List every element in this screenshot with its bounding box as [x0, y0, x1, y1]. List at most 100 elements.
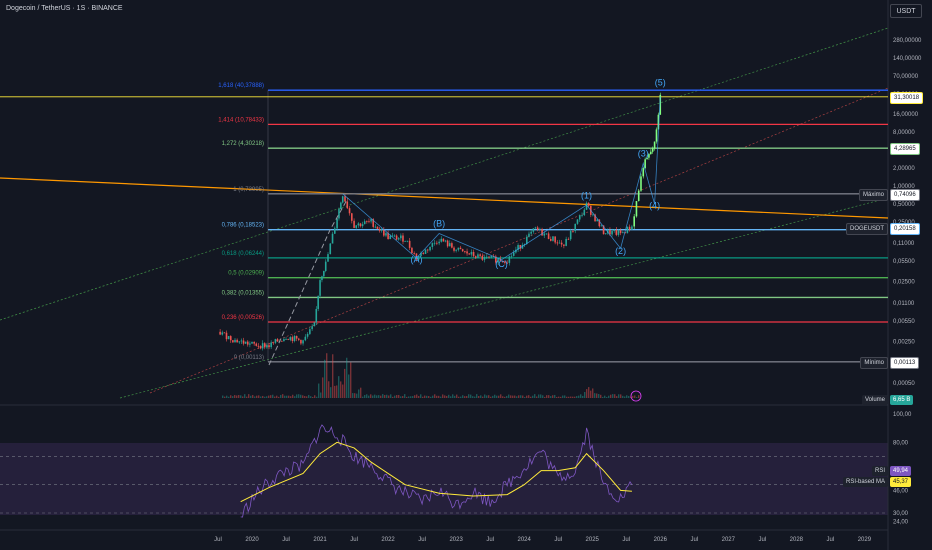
- candle-body[interactable]: [455, 249, 457, 251]
- candle-body[interactable]: [387, 233, 389, 240]
- candle-body[interactable]: [404, 240, 406, 242]
- candle-body[interactable]: [547, 233, 550, 239]
- rsi-line[interactable]: [240, 424, 633, 518]
- candle-body[interactable]: [655, 129, 658, 142]
- candle-body[interactable]: [253, 342, 255, 344]
- candle-body[interactable]: [300, 339, 302, 344]
- candle-body[interactable]: [431, 243, 434, 247]
- candle-body[interactable]: [293, 335, 296, 342]
- candle-body[interactable]: [426, 249, 429, 251]
- candle-body[interactable]: [366, 221, 368, 223]
- candle-body[interactable]: [653, 141, 656, 149]
- candle-body[interactable]: [572, 231, 574, 232]
- candle-body[interactable]: [642, 168, 645, 177]
- candle-body[interactable]: [420, 253, 422, 257]
- candle-body[interactable]: [466, 251, 468, 254]
- candle-body[interactable]: [504, 261, 506, 263]
- candle-body[interactable]: [397, 238, 400, 240]
- candle-body[interactable]: [442, 238, 445, 242]
- candle-body[interactable]: [246, 341, 249, 345]
- candle-body[interactable]: [650, 151, 652, 155]
- candle-body[interactable]: [321, 276, 323, 281]
- candle-body[interactable]: [338, 209, 340, 219]
- candle-body[interactable]: [628, 226, 631, 230]
- candle-body[interactable]: [234, 339, 236, 343]
- candle-body[interactable]: [327, 254, 329, 262]
- candle-body[interactable]: [481, 255, 484, 260]
- candle-body[interactable]: [543, 233, 546, 236]
- candle-body[interactable]: [351, 213, 353, 221]
- candle-body[interactable]: [644, 159, 646, 169]
- candle-body[interactable]: [517, 245, 519, 250]
- candle-body[interactable]: [236, 339, 238, 343]
- candle-body[interactable]: [232, 340, 234, 343]
- candle-body[interactable]: [311, 326, 313, 330]
- candle-body[interactable]: [306, 333, 309, 337]
- candle-body[interactable]: [219, 331, 221, 335]
- candle-body[interactable]: [615, 229, 618, 235]
- candle-body[interactable]: [438, 241, 440, 244]
- candle-body[interactable]: [372, 219, 375, 227]
- candle-body[interactable]: [413, 252, 415, 254]
- candle-body[interactable]: [357, 223, 360, 226]
- candle-body[interactable]: [424, 249, 427, 254]
- candle-body[interactable]: [633, 216, 635, 227]
- candle-body[interactable]: [378, 228, 381, 231]
- rsi-ma-line[interactable]: [240, 441, 632, 503]
- candle-body[interactable]: [470, 252, 473, 255]
- candle-body[interactable]: [545, 233, 548, 235]
- candle-body[interactable]: [631, 226, 633, 230]
- currency-button[interactable]: USDT: [890, 4, 922, 18]
- candle-body[interactable]: [451, 243, 453, 248]
- candle-body[interactable]: [268, 345, 270, 348]
- candle-body[interactable]: [446, 240, 449, 247]
- candle-body[interactable]: [319, 280, 321, 296]
- candle-body[interactable]: [497, 258, 499, 263]
- candle-body[interactable]: [255, 343, 258, 346]
- candle-body[interactable]: [348, 208, 351, 214]
- candle-body[interactable]: [457, 247, 460, 250]
- candle-body[interactable]: [344, 196, 346, 202]
- candle-body[interactable]: [240, 340, 243, 342]
- candle-body[interactable]: [415, 253, 418, 260]
- candle-body[interactable]: [581, 215, 583, 216]
- candle-body[interactable]: [651, 148, 654, 152]
- candle-body[interactable]: [539, 229, 541, 230]
- candle-body[interactable]: [346, 201, 349, 209]
- candle-body[interactable]: [329, 243, 332, 255]
- candle-body[interactable]: [501, 261, 504, 263]
- candle-body[interactable]: [315, 308, 318, 323]
- candle-body[interactable]: [534, 227, 537, 229]
- candle-body[interactable]: [395, 235, 398, 240]
- elliott-waves[interactable]: (A) (B) (C) (1) (2) (3) (4) (5): [268, 78, 666, 366]
- candle-body[interactable]: [295, 335, 298, 339]
- candle-body[interactable]: [436, 242, 438, 244]
- candle-body[interactable]: [270, 342, 272, 348]
- candle-body[interactable]: [261, 343, 264, 349]
- candle-body[interactable]: [578, 215, 581, 220]
- candle-body[interactable]: [549, 238, 552, 241]
- candle-body[interactable]: [622, 232, 624, 234]
- candle-body[interactable]: [583, 209, 586, 216]
- time-axis[interactable]: Jul 2020 Jul 2021 Jul 2022 Jul 2023 Jul 2024 Jul 20…: [214, 537, 872, 543]
- candle-body[interactable]: [477, 254, 479, 258]
- candle-body[interactable]: [363, 221, 366, 225]
- candle-body[interactable]: [433, 242, 436, 244]
- candle-body[interactable]: [359, 223, 362, 227]
- candle-body[interactable]: [587, 202, 590, 206]
- candle-body[interactable]: [406, 240, 409, 242]
- candle-body[interactable]: [554, 236, 556, 243]
- candle-body[interactable]: [512, 252, 515, 256]
- candle-body[interactable]: [385, 233, 387, 236]
- candle-body[interactable]: [558, 242, 561, 244]
- candle-body[interactable]: [283, 339, 285, 342]
- candle-body[interactable]: [560, 242, 563, 245]
- candle-body[interactable]: [453, 247, 455, 251]
- candle-body[interactable]: [637, 190, 640, 202]
- rsi-indicator[interactable]: [0, 424, 888, 518]
- candle-body[interactable]: [285, 339, 287, 340]
- candle-body[interactable]: [331, 233, 334, 244]
- candle-body[interactable]: [380, 229, 383, 231]
- candle-body[interactable]: [495, 256, 497, 263]
- candle-body[interactable]: [596, 219, 598, 222]
